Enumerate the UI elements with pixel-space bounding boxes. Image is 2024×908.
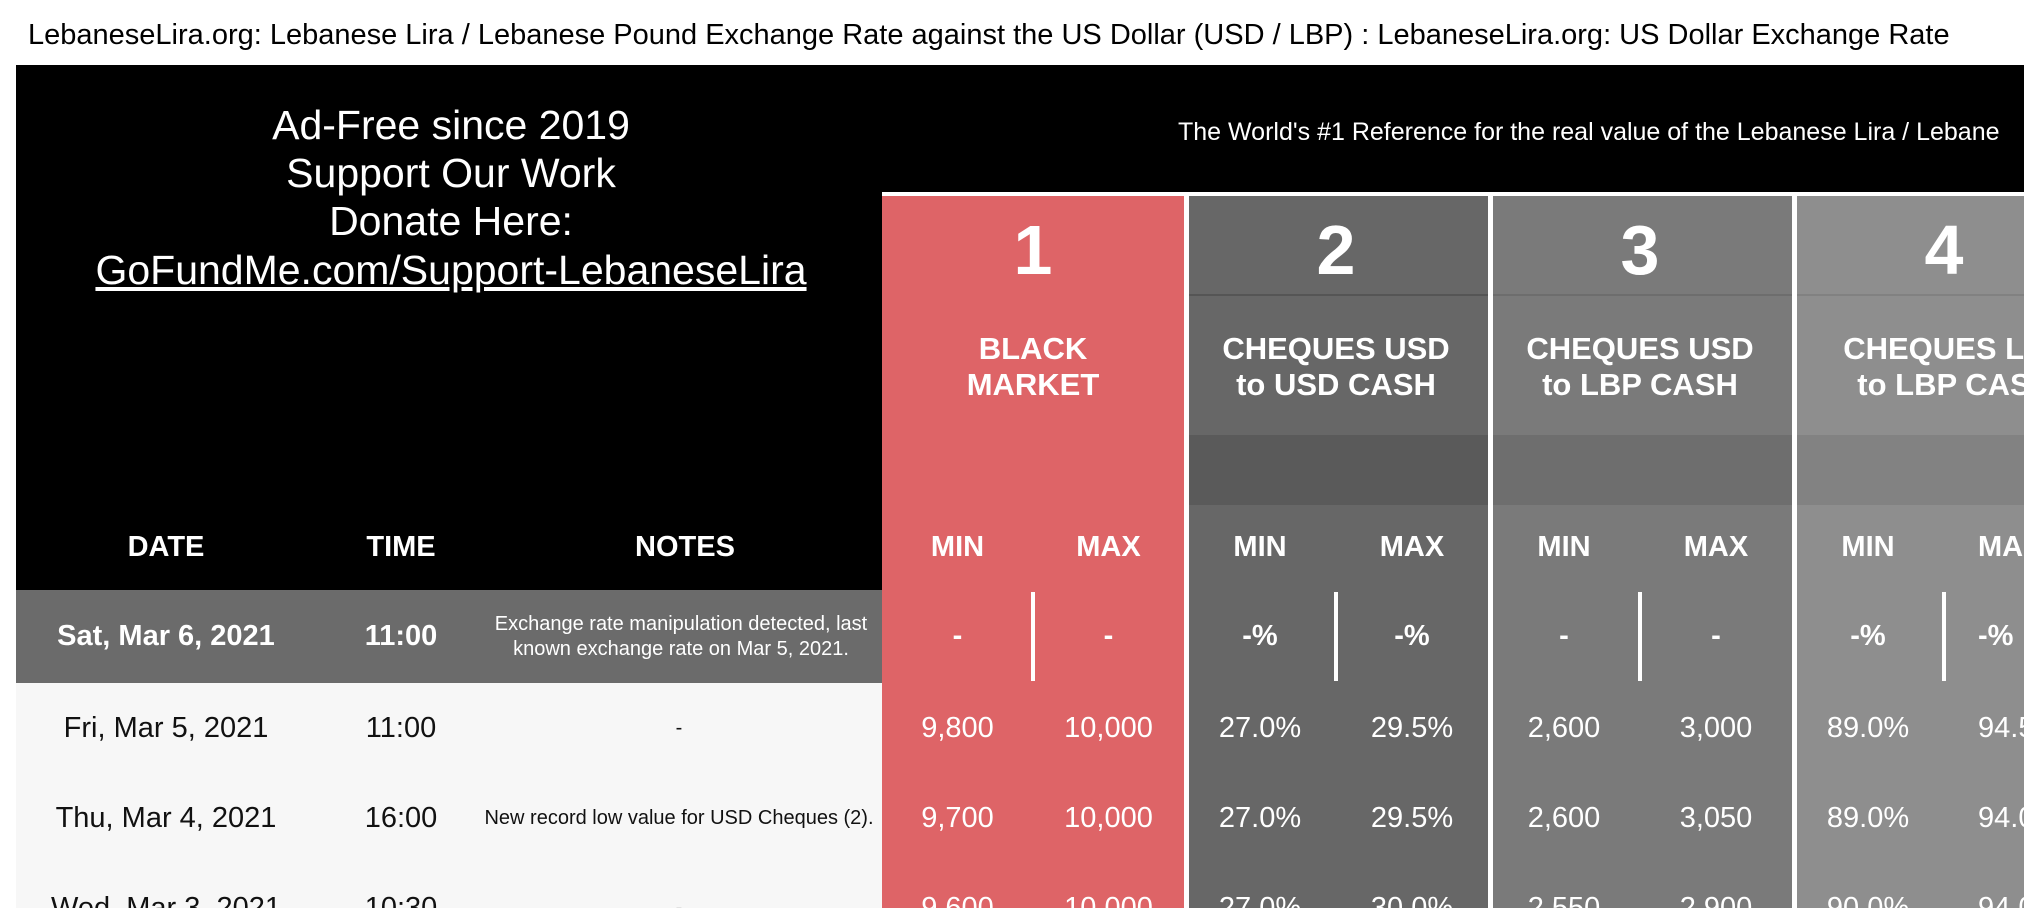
row-m2-min: 27.0%: [1218, 891, 1302, 908]
row-date: Fri, Mar 5, 2021: [63, 711, 269, 744]
divider: [1493, 294, 1792, 296]
header-band: [1189, 435, 1488, 505]
row-bm-min: 9,800: [921, 711, 994, 744]
gofundme-link[interactable]: GoFundMe.com/Support-LebaneseLira: [95, 247, 807, 293]
black-market-column: [882, 192, 1184, 908]
today-bm-max: -: [1103, 620, 1114, 652]
row-bm-min: 9,700: [921, 801, 994, 834]
market-1-number: 1: [1013, 211, 1053, 289]
today-m2-min: -%: [1242, 620, 1278, 652]
row-time: 16:00: [364, 801, 438, 834]
market-2-number: 2: [1316, 211, 1356, 289]
market-3-name-line-2: to LBP CASH: [1542, 367, 1738, 402]
row-date: Thu, Mar 4, 2021: [55, 801, 277, 834]
market-3-min-label: MIN: [1537, 531, 1591, 563]
today-time: 11:00: [364, 620, 438, 652]
row-notes: -: [675, 716, 683, 739]
page-title: LebaneseLira.org: Lebanese Lira / Lebane…: [28, 18, 1950, 51]
header-band: [1797, 435, 2024, 505]
promo-line-3: Donate Here:: [329, 198, 573, 244]
market-4-number: 4: [1924, 211, 1964, 289]
row-date: Wed, Mar 3, 2021: [51, 891, 281, 908]
today-m2-max: -%: [1394, 620, 1430, 652]
market-4-name-line-2: to LBP CAS: [1857, 367, 2024, 402]
promo-line-2: Support Our Work: [286, 150, 616, 196]
row-m3-max: 3,000: [1679, 711, 1753, 744]
market-1-name-line-1: BLACK: [978, 331, 1088, 366]
row-m2-max: 29.5%: [1370, 711, 1454, 744]
row-m4-min: 89.0%: [1826, 711, 1910, 744]
row-m4-max: 94.0: [1978, 891, 2024, 908]
market-1-min-label: MIN: [930, 531, 985, 563]
cheques-lbp-cash-column: [1488, 192, 1792, 908]
cell-divider: [1942, 592, 1946, 681]
row-m3-max: 3,050: [1679, 801, 1753, 834]
tagline: The World's #1 Reference for the real va…: [1178, 118, 2000, 146]
rates-panel: Ad-Free since 2019 Support Our Work Dona…: [16, 65, 2024, 908]
time-header: TIME: [366, 531, 436, 563]
row-m4-min: 90.0%: [1826, 891, 1910, 908]
market-1-name-line-2: MARKET: [966, 367, 1100, 402]
today-m4-max: -%: [1978, 620, 2014, 652]
market-2-name-line-2: to USD CASH: [1236, 367, 1436, 402]
row-notes: New record low value for USD Cheques (2)…: [484, 806, 874, 829]
row-m4-min: 89.0%: [1826, 801, 1910, 834]
today-date: Sat, Mar 6, 2021: [57, 620, 275, 652]
market-4-min-label: MIN: [1841, 531, 1895, 563]
row-m2-max: 29.5%: [1370, 801, 1454, 834]
row-bm-max: 10,000: [1064, 891, 1153, 908]
row-m3-min: 2,600: [1527, 801, 1601, 834]
market-4-name-line-1: CHEQUES LE: [1843, 331, 2024, 366]
cheques-usd-cash-column: [1184, 192, 1488, 908]
market-2-min-label: MIN: [1233, 531, 1287, 563]
notes-header: NOTES: [635, 531, 735, 563]
today-notes: Exchange rate manipulation detected, las…: [494, 612, 868, 660]
row-m3-max: 2,900: [1679, 891, 1753, 908]
history-rows-bg: [16, 683, 882, 908]
cell-divider: [1031, 592, 1035, 681]
row-m2-max: 30.0%: [1370, 891, 1454, 908]
market-3-number: 3: [1620, 211, 1660, 289]
market-3-name-line-1: CHEQUES USD: [1526, 331, 1754, 366]
divider: [1189, 294, 1488, 296]
market-4-max-label: MA: [1978, 531, 2024, 563]
row-bm-max: 10,000: [1064, 801, 1153, 834]
row-bm-max: 10,000: [1064, 711, 1153, 744]
market-2-max-label: MAX: [1379, 531, 1445, 563]
header-band: [1493, 435, 1792, 505]
today-bm-min: -: [952, 620, 963, 652]
today-row: [16, 590, 882, 683]
market-2-name-line-1: CHEQUES USD: [1222, 331, 1450, 366]
row-m2-min: 27.0%: [1218, 801, 1302, 834]
market-1-max-label: MAX: [1076, 531, 1141, 563]
divider: [1797, 294, 2024, 296]
row-m3-min: 2,550: [1527, 891, 1601, 908]
row-m4-max: 94.0: [1978, 801, 2024, 834]
row-time: 11:00: [365, 711, 437, 744]
donate-link-wrapper: GoFundMe.com/Support-LebaneseLira: [16, 245, 886, 295]
row-m2-min: 27.0%: [1218, 711, 1302, 744]
cheques-lbp-lbp-column: [1792, 192, 2024, 908]
row-bm-min: 9,600: [921, 891, 994, 908]
today-m4-min: -%: [1850, 620, 1886, 652]
row-notes: -: [675, 896, 683, 908]
promo-line-1: Ad-Free since 2019: [272, 102, 630, 148]
today-m3-max: -: [1711, 620, 1721, 652]
today-m3-min: -: [1559, 620, 1569, 652]
date-header: DATE: [127, 531, 205, 563]
row-m3-min: 2,600: [1527, 711, 1601, 744]
market-3-max-label: MAX: [1683, 531, 1749, 563]
row-m4-max: 94.5: [1978, 711, 2024, 744]
cell-divider: [1638, 592, 1642, 681]
cell-divider: [1334, 592, 1338, 681]
row-time: 10:30: [364, 891, 438, 908]
